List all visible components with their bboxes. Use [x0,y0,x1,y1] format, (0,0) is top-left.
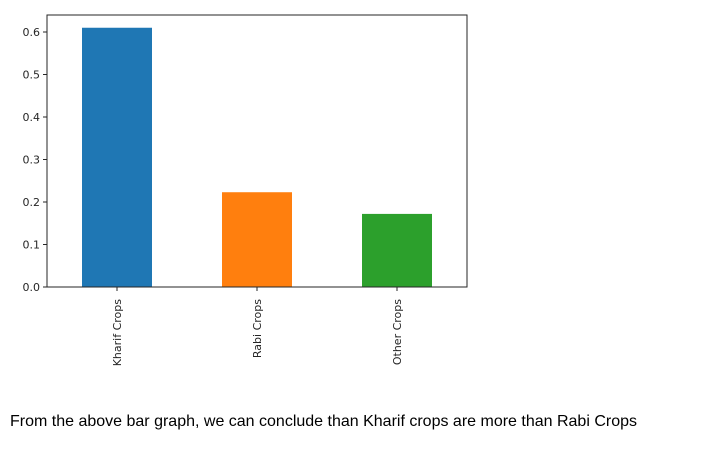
y-tick-label: 0.5 [23,69,41,82]
bar-chart: 0.0 0.1 0.2 0.3 0.4 0.5 0.6 Kharif Crops Rabi C… [23,14,468,366]
y-tick-label: 0.6 [23,26,41,39]
x-axis: Kharif Crops Rabi Crops Other Crops [111,287,404,366]
bar-rabi-crops [222,192,292,287]
x-tick-label: Kharif Crops [111,299,124,367]
bars-group [82,27,432,287]
y-axis: 0.0 0.1 0.2 0.3 0.4 0.5 0.6 [23,26,47,294]
y-tick-label: 0.2 [23,196,41,209]
y-tick-label: 0.3 [23,154,41,167]
y-tick-label: 0.4 [23,111,41,124]
caption-text: From the above bar graph, we can conclud… [10,413,637,430]
y-tick-label: 0.1 [23,239,41,252]
bar-kharif-crops [82,27,152,287]
y-tick-label: 0.0 [23,281,41,294]
x-tick-label: Rabi Crops [251,299,264,358]
x-tick-label: Other Crops [391,299,404,365]
plot-frame [46,14,468,288]
bar-other-crops [362,213,432,287]
